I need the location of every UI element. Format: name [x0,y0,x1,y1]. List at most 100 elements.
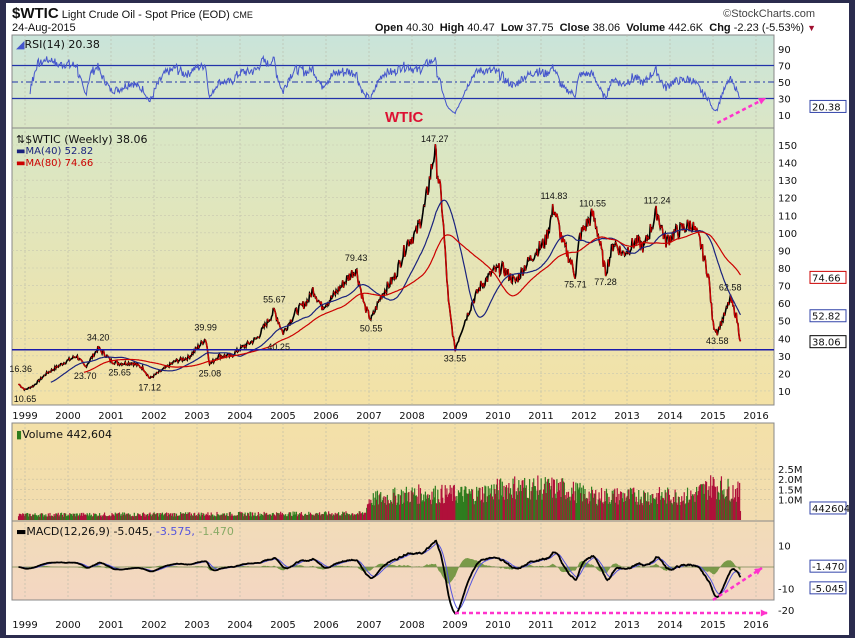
volume-bar [691,494,694,520]
volume-bar [343,512,345,520]
macd-x-tick-label: 2000 [55,620,80,631]
volume-bar [46,516,48,520]
volume-bar [221,515,223,520]
volume-bar [161,514,163,520]
volume-bar [38,516,40,520]
volume-bar [197,513,199,520]
volume-bar [681,501,684,520]
volume-bar [676,502,678,520]
price-annotation-label: 147.27 [421,134,449,144]
volume-bar [98,515,100,520]
price-annotation-label: 43.58 [706,336,729,346]
volume-bar [356,513,359,520]
macd-x-tick-label: 2015 [700,620,725,631]
volume-bar [261,515,264,520]
volume-bar [438,502,441,520]
volume-bar [239,511,241,520]
macd-x-tick-label: 2002 [141,620,166,631]
macd-x-tick-label: 2010 [485,620,510,631]
volume-y-tick-label: 1.5M [778,485,803,496]
volume-bar [87,514,89,520]
volume-bar [727,478,729,520]
chart-date: 24-Aug-2015 [12,22,76,34]
volume-bar [198,512,200,520]
volume-bar [479,487,481,520]
volume-bar [268,514,270,520]
volume-bar [257,512,259,520]
volume-bar [39,514,41,520]
volume-bar [639,499,641,520]
volume-bar [625,497,627,520]
volume-bar [117,513,119,520]
volume-bar [32,514,34,520]
volume-bar [314,513,317,520]
volume-bar [385,504,388,520]
volume-bar [591,489,594,520]
volume-bar [111,512,113,520]
ma40-value-tag: 52.82 [812,312,841,323]
volume-bar [635,496,637,520]
volume-bar [290,515,293,520]
macd-trend-arrow [712,566,763,602]
volume-bar [226,513,228,520]
volume-bar [275,512,278,520]
volume-bar [501,481,503,520]
volume-bar [607,503,609,520]
volume-bar [646,501,648,520]
rsi-line [29,54,741,115]
volume-bar [55,513,58,520]
volume-bar [383,496,385,520]
volume-bar [73,513,75,520]
volume-bar [151,516,153,520]
volume-bar [57,512,59,520]
macd-x-tick-label: 2001 [98,620,123,631]
volume-bar [184,513,186,520]
volume-bar [525,485,527,520]
price-y-tick-label: 150 [778,141,797,152]
volume-bar [409,502,411,520]
volume-bar [210,512,212,520]
volume-bar [553,479,555,520]
rsi-y-tick-label: 90 [778,45,791,56]
macd-x-tick-label: 2012 [571,620,596,631]
volume-bar [390,501,393,520]
volume-bar [342,512,345,520]
volume-bar [624,500,627,520]
volume-bar [141,513,144,520]
volume-bar [280,511,282,520]
volume-bar [669,501,671,520]
volume-bar [575,482,577,520]
volume-bar [154,513,156,520]
volume-bar [323,514,325,520]
volume-bar [132,515,134,520]
volume-bar [361,513,363,520]
volume-bar [490,484,493,520]
volume-bar [76,513,78,520]
volume-bar [452,500,454,520]
volume-bar [83,513,85,520]
volume-bar [481,499,483,520]
volume-bar [262,515,264,520]
volume-bar [643,492,646,520]
volume-bar [172,516,174,520]
volume-bar [330,514,332,520]
volume-bar [123,512,125,520]
chart-svg: 1999 1999 2000 2000 2001 2001 2002 2002 2003 2003… [9,34,849,631]
volume-bar [208,515,211,520]
volume-bar [276,513,278,520]
macd-x-tick-label: 2007 [356,620,381,631]
volume-bar [310,514,312,520]
volume-bar [267,514,269,520]
volume-bar [471,488,473,520]
price-value-tag: 38.06 [812,338,841,349]
volume-bar [502,496,504,520]
price-y-tick-label: 90 [778,246,791,257]
volume-bar [618,493,620,520]
volume-bar [543,489,545,520]
volume-bar [464,486,466,520]
stockcharts-watermark[interactable]: ©StockCharts.com [723,8,815,20]
volume-bar [624,493,626,520]
volume-bar [142,512,145,520]
volume-bar [615,496,618,520]
volume-bar [201,515,203,520]
